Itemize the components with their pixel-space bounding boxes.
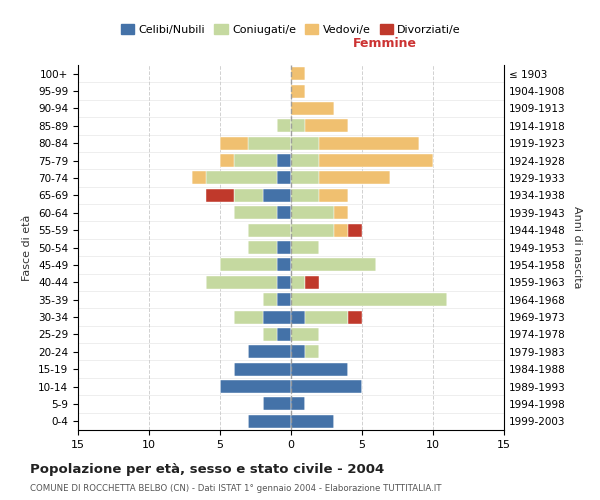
Bar <box>305 310 348 324</box>
Bar <box>291 310 305 324</box>
Bar <box>305 346 319 358</box>
Bar <box>305 120 348 132</box>
Bar <box>348 310 362 324</box>
Bar <box>319 172 391 184</box>
Bar <box>248 224 291 236</box>
Bar <box>220 380 291 393</box>
Bar <box>234 206 277 220</box>
Bar <box>277 206 291 220</box>
Bar <box>291 415 334 428</box>
Bar <box>291 258 376 272</box>
Bar <box>263 310 291 324</box>
Bar <box>291 206 334 220</box>
Text: COMUNE DI ROCCHETTA BELBO (CN) - Dati ISTAT 1° gennaio 2004 - Elaborazione TUTTI: COMUNE DI ROCCHETTA BELBO (CN) - Dati IS… <box>30 484 442 493</box>
Bar <box>291 224 334 236</box>
Bar <box>348 224 362 236</box>
Bar <box>291 398 305 410</box>
Bar <box>319 154 433 167</box>
Bar <box>206 189 234 202</box>
Bar <box>291 293 447 306</box>
Bar <box>248 346 291 358</box>
Bar <box>334 206 348 220</box>
Bar <box>277 241 291 254</box>
Bar <box>291 362 348 376</box>
Bar <box>291 241 319 254</box>
Bar <box>291 346 305 358</box>
Bar <box>263 398 291 410</box>
Bar <box>220 258 277 272</box>
Bar <box>248 415 291 428</box>
Bar <box>291 154 319 167</box>
Bar <box>291 380 362 393</box>
Bar <box>234 189 263 202</box>
Bar <box>234 362 291 376</box>
Bar <box>319 189 348 202</box>
Bar <box>291 189 319 202</box>
Bar <box>334 224 348 236</box>
Bar <box>234 154 277 167</box>
Text: Femmine: Femmine <box>353 38 417 51</box>
Bar <box>291 136 319 149</box>
Bar <box>191 172 206 184</box>
Bar <box>248 136 291 149</box>
Bar <box>291 67 305 80</box>
Bar <box>277 258 291 272</box>
Bar <box>291 120 305 132</box>
Bar <box>220 154 234 167</box>
Bar <box>220 136 248 149</box>
Bar <box>234 310 263 324</box>
Bar <box>291 172 319 184</box>
Bar <box>291 328 319 341</box>
Bar <box>277 328 291 341</box>
Bar <box>277 276 291 289</box>
Bar <box>291 84 305 98</box>
Bar <box>319 136 419 149</box>
Text: Popolazione per età, sesso e stato civile - 2004: Popolazione per età, sesso e stato civil… <box>30 462 384 475</box>
Bar <box>277 172 291 184</box>
Bar <box>263 293 277 306</box>
Y-axis label: Anni di nascita: Anni di nascita <box>572 206 582 289</box>
Bar <box>305 276 319 289</box>
Bar <box>206 276 277 289</box>
Bar <box>263 189 291 202</box>
Bar <box>277 154 291 167</box>
Bar <box>291 276 305 289</box>
Bar <box>291 102 334 115</box>
Legend: Celibi/Nubili, Coniugati/e, Vedovi/e, Divorziati/e: Celibi/Nubili, Coniugati/e, Vedovi/e, Di… <box>116 20 466 39</box>
Bar <box>277 120 291 132</box>
Y-axis label: Fasce di età: Fasce di età <box>22 214 32 280</box>
Bar <box>277 293 291 306</box>
Bar <box>248 241 277 254</box>
Bar <box>206 172 277 184</box>
Bar <box>263 328 277 341</box>
